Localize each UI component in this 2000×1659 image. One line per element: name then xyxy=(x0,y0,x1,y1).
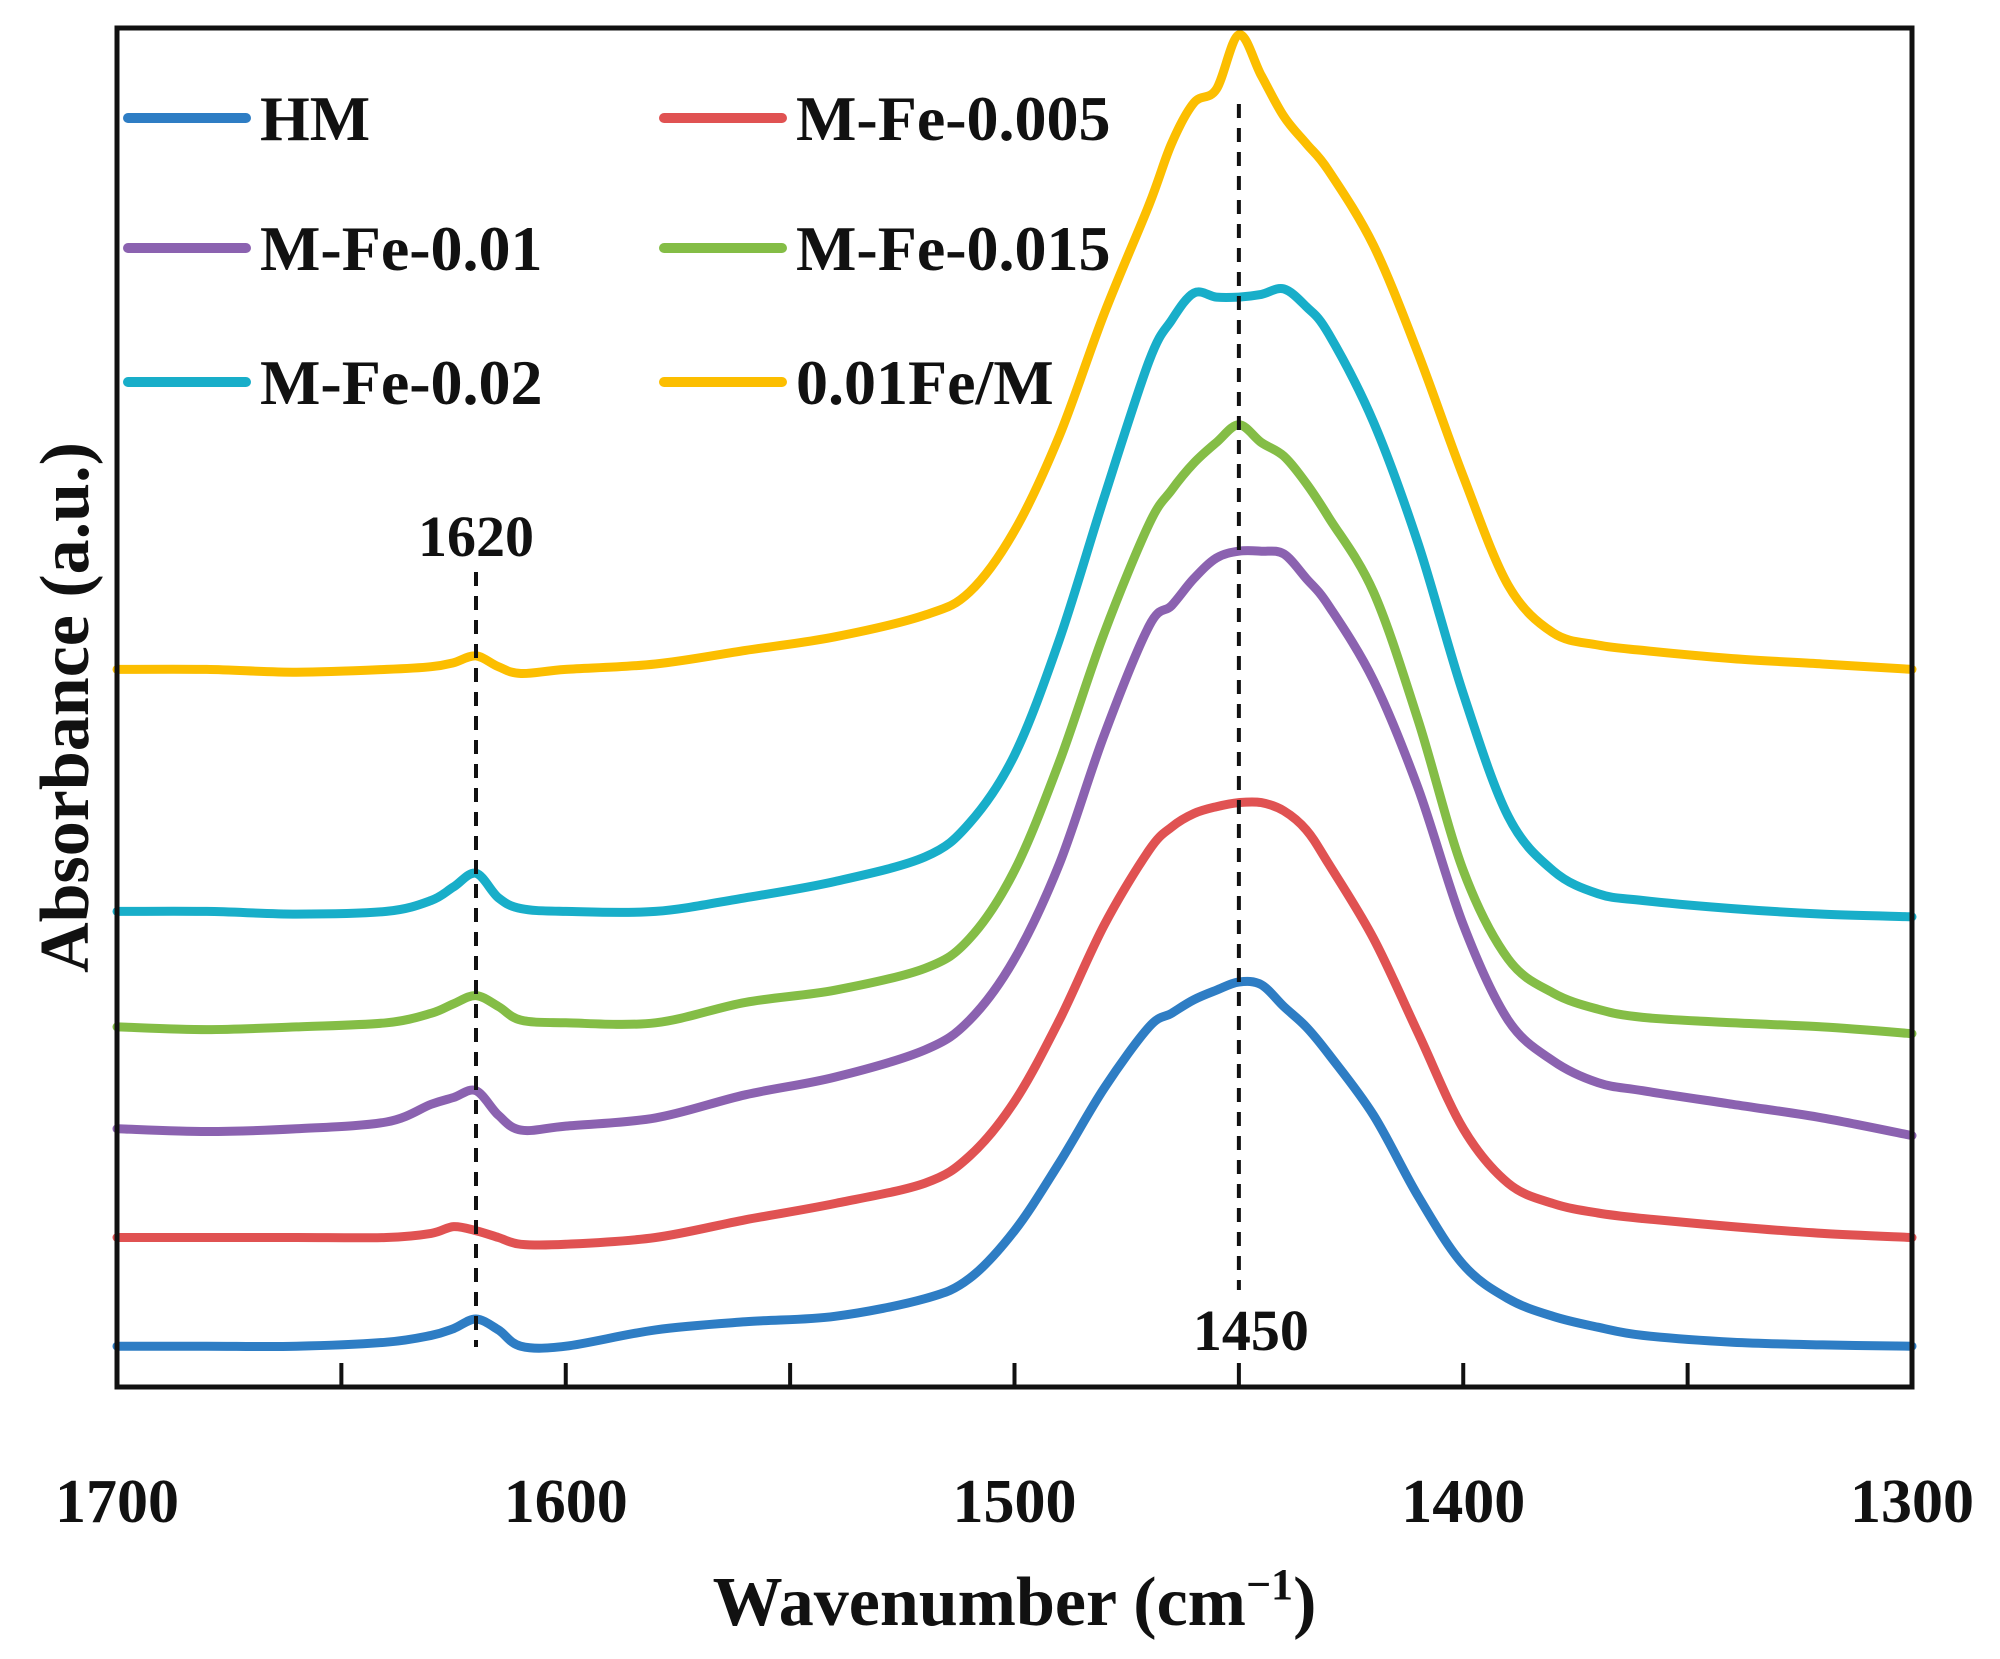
series-line-m-fe-0-015 xyxy=(112,420,1917,1039)
x-tick-label-1400: 1400 xyxy=(1401,1468,1525,1536)
x-axis-title-superscript: −1 xyxy=(1246,1560,1293,1609)
x-tick-label-1700: 1700 xyxy=(55,1468,179,1536)
y-axis-title: Absorbance (a.u.) xyxy=(27,442,104,973)
x-axis-title-main: Wavenumber (cm xyxy=(713,1564,1246,1641)
legend-label-0-01fe-m: 0.01Fe/M xyxy=(796,347,1054,418)
x-tick-marks xyxy=(115,1363,1914,1387)
legend-label-m-fe-0-01: M-Fe-0.01 xyxy=(260,213,543,284)
annotation-label-1450: 1450 xyxy=(1193,1298,1309,1363)
series-line-m-fe-0-01 xyxy=(112,546,1917,1141)
annotation-label-1620: 1620 xyxy=(418,504,534,569)
x-tick-labels: 1700 1600 1500 1400 1300 xyxy=(55,1468,1974,1536)
x-tick-label-1600: 1600 xyxy=(504,1468,628,1536)
axes-layer: 1700 1600 1500 1400 1300 xyxy=(55,25,1974,1536)
x-axis-title: Wavenumber (cm−1) xyxy=(713,1560,1317,1641)
x-axis-title-close: ) xyxy=(1293,1564,1316,1641)
legend-label-m-fe-0-015: M-Fe-0.015 xyxy=(796,213,1111,284)
series-line-m-fe-0-02 xyxy=(112,284,1917,922)
x-tick-label-1500: 1500 xyxy=(953,1468,1077,1536)
x-tick-label-1300: 1300 xyxy=(1850,1468,1974,1536)
legend-label-m-fe-0-02: M-Fe-0.02 xyxy=(260,347,543,418)
annotation-layer: 1620 1450 xyxy=(418,104,1309,1363)
legend: HM M-Fe-0.005 M-Fe-0.01 M-Fe-0.015 M-Fe-0.02… xyxy=(123,83,1111,418)
legend-label-hm: HM xyxy=(260,83,370,154)
legend-label-m-fe-0-005: M-Fe-0.005 xyxy=(796,83,1111,154)
